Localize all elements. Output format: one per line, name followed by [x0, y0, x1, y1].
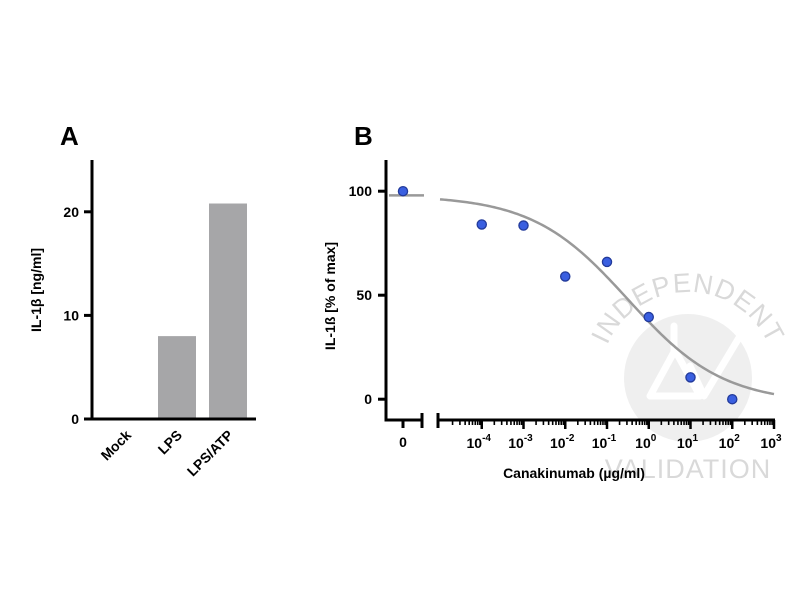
panel-a-bar	[158, 336, 196, 419]
panel-b-x-ticks: 10-4 10-3 10-2 10-1 100 101 102 103	[467, 420, 782, 451]
panel-b-x-tick-zero: 0	[399, 434, 407, 450]
watermark-bottom-text: VALIDATION	[605, 454, 772, 484]
panel-a-y-tick-label: 20	[63, 204, 79, 220]
panel-b-data-point	[643, 311, 655, 323]
panel-b-x-tick-label: 10-3	[508, 433, 533, 451]
panel-a-x-tick-label: Mock	[97, 427, 134, 464]
panel-a-bars	[107, 203, 247, 419]
panel-b-y-label: IL-1ß [% of max]	[322, 242, 338, 350]
panel-a-x-tick-label: LPS/ATP	[184, 427, 236, 479]
panel-b-y-tick-label: 50	[356, 287, 372, 303]
panel-b-x-tick-label: 103	[760, 433, 782, 451]
panel-b-x-tick-label: 10-4	[467, 433, 492, 451]
panel-b-data-point	[476, 219, 487, 230]
panel-b-minor-ticks	[451, 420, 773, 425]
panel-a-y-label: IL-1β [ng/ml]	[28, 248, 44, 332]
panel-b-fit-curve	[439, 198, 775, 396]
panel-b-y-tick-label: 0	[364, 391, 372, 407]
panel-b-y-ticks: 0 50 100	[349, 183, 386, 407]
panel-b-data-point	[727, 393, 738, 405]
panel-b-x-label: Canakinumab (µg/ml)	[503, 465, 645, 481]
panel-a-x-tick-label: LPS	[155, 427, 186, 458]
panel-b-x-tick-label: 102	[719, 433, 741, 451]
panel-b-x-tick-label: 10-2	[550, 433, 575, 451]
panel-a-y-tick-label: 0	[71, 411, 79, 427]
panel-b-data-point	[560, 271, 571, 282]
panel-b-points	[397, 185, 738, 405]
panel-b-x-tick-label: 10-1	[592, 433, 617, 451]
panel-b-x-tick-label: 101	[677, 433, 699, 451]
panel-b-y-tick-label: 100	[349, 183, 373, 199]
panel-a-bar	[209, 203, 247, 419]
panel-b-zero-dose-point	[397, 185, 409, 197]
panel-b-data-point	[518, 220, 529, 231]
panel-b-letter: B	[354, 121, 373, 151]
panel-a-letter: A	[60, 121, 79, 151]
panel-b-x-tick-label: 100	[635, 433, 657, 451]
panel-b-data-point	[685, 372, 696, 383]
panel-b-data-point	[601, 256, 613, 268]
panel-a-y-tick-label: 10	[63, 307, 79, 323]
panel-a-y-ticks: 0 10 20	[63, 204, 92, 427]
